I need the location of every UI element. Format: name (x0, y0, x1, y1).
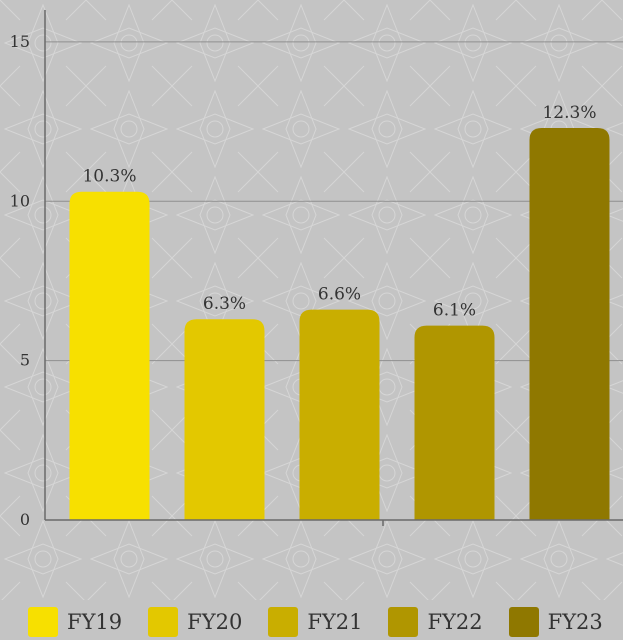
bar-fy19 (69, 191, 150, 520)
legend-label: FY23 (547, 610, 603, 634)
y-tick-label: 15 (10, 32, 30, 51)
data-label-fy21: 6.6% (318, 285, 361, 305)
legend-label: FY22 (427, 610, 483, 634)
bar-chart: 10.3% 6.3% 6.6% 6.1% 12.3% 0 5 10 15 (0, 0, 623, 600)
y-tick-label: 5 (20, 351, 30, 370)
legend-swatch (148, 607, 179, 637)
legend-swatch (268, 607, 299, 637)
legend-label: FY20 (187, 610, 243, 634)
legend-item-fy23: FY23 (508, 607, 603, 637)
legend-swatch (28, 607, 58, 637)
legend: FY19 FY20 FY21 FY22 FY23 (28, 606, 618, 638)
bars (69, 127, 610, 520)
bar-fy23 (529, 127, 610, 520)
bar-fy22 (414, 325, 495, 520)
bar-fy21 (299, 309, 380, 520)
data-label-fy19: 10.3% (82, 167, 136, 187)
y-axis-ticks: 0 5 10 15 (10, 32, 30, 529)
legend-label: FY21 (307, 610, 363, 634)
legend-label: FY19 (67, 610, 123, 634)
data-labels: 10.3% 6.3% 6.6% 6.1% 12.3% (82, 103, 596, 321)
legend-swatch (508, 607, 539, 637)
data-label-fy22: 6.1% (433, 301, 476, 321)
legend-item-fy20: FY20 (148, 607, 242, 637)
y-tick-label: 10 (10, 191, 30, 210)
legend-swatch (388, 607, 419, 637)
y-tick-label: 0 (20, 510, 30, 529)
data-label-fy20: 6.3% (203, 294, 246, 314)
legend-item-fy21: FY21 (268, 607, 362, 637)
legend-item-fy22: FY22 (388, 607, 483, 637)
legend-item-fy19: FY19 (28, 607, 122, 637)
bar-fy20 (184, 319, 265, 520)
data-label-fy23: 12.3% (542, 103, 596, 123)
